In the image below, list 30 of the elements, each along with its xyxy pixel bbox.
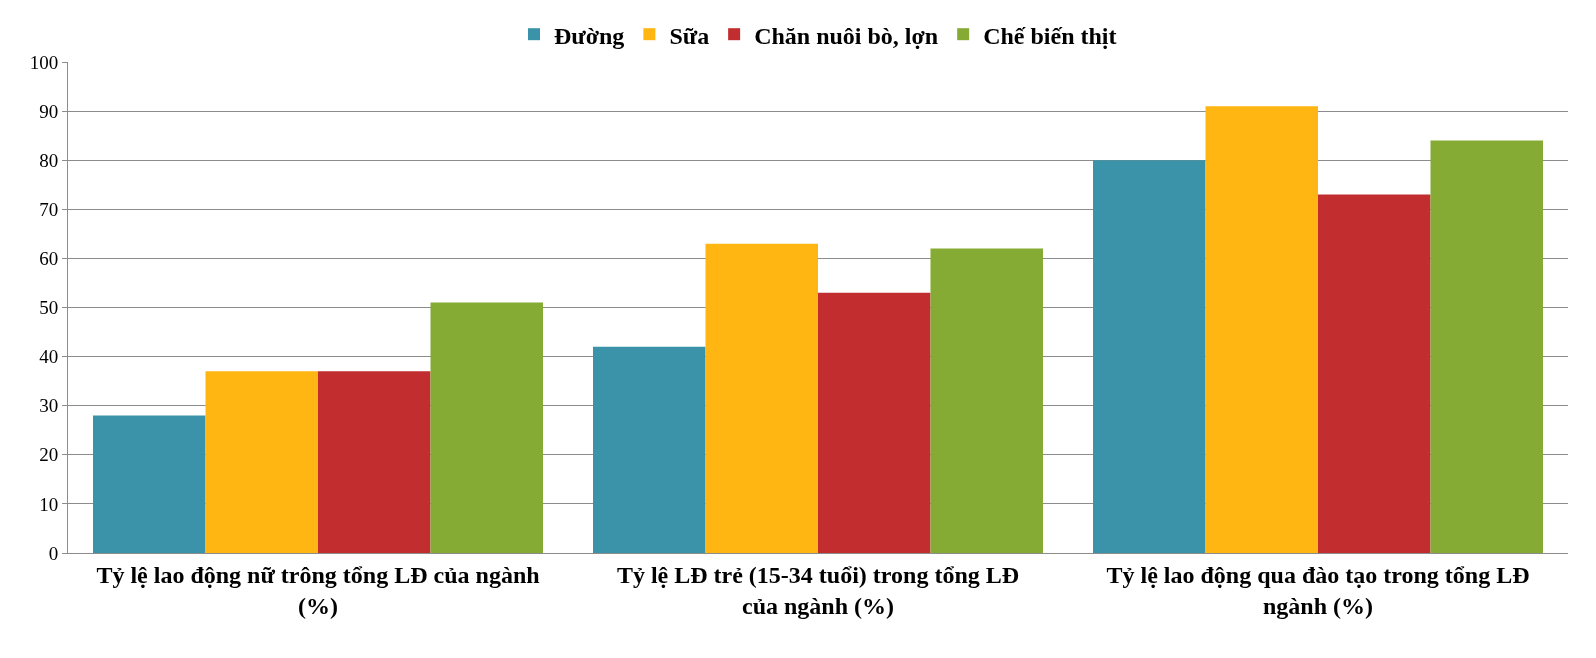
- bar: [818, 292, 931, 553]
- legend-label: Đường: [554, 22, 625, 49]
- y-tick-label: 80: [39, 149, 59, 171]
- x-tick-label: Tỷ lệ lao động nữ trông tổng LĐ của ngành (%): [96, 561, 540, 619]
- y-tick-label: 50: [39, 297, 59, 319]
- y-tick-label: 90: [39, 100, 59, 122]
- bar: [1093, 160, 1206, 553]
- bar: [430, 302, 543, 553]
- bar: [593, 346, 706, 553]
- y-tick-label: 100: [29, 51, 59, 73]
- x-tick-label: Tỷ lệ lao động qua đào tạo trong tổng LĐ ngành (%): [1106, 561, 1530, 619]
- y-tick-label: 20: [39, 444, 59, 466]
- bar: [1430, 140, 1543, 553]
- y-tick-label: 70: [39, 198, 59, 220]
- legend-label: Sữa: [669, 22, 710, 49]
- legend-label: Chế biến thịt: [983, 22, 1117, 49]
- y-tick-label: 40: [39, 346, 59, 368]
- y-tick-label: 30: [39, 395, 59, 417]
- bar: [1205, 106, 1318, 553]
- bar: [705, 243, 818, 553]
- y-tick-label: 10: [39, 493, 59, 515]
- bar: [93, 415, 206, 553]
- bar: [1318, 194, 1431, 553]
- bar: [930, 248, 1043, 553]
- legend-label: Chăn nuôi bò, lợn: [754, 22, 939, 49]
- x-tick-label: Tỷ lệ LĐ trẻ (15-34 tuổi) trong tổng LĐ của ngành (%): [616, 561, 1020, 619]
- y-tick-label: 0: [48, 542, 59, 564]
- y-tick-label: 60: [39, 248, 59, 270]
- bar: [318, 371, 431, 553]
- bar: [205, 371, 318, 553]
